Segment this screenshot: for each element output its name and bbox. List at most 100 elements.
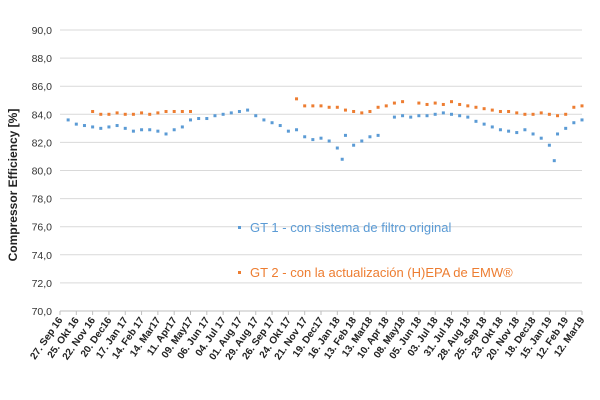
gt2-point	[482, 107, 486, 111]
gt1-point	[335, 146, 339, 150]
gt1-point	[417, 114, 421, 118]
gt2-point	[303, 104, 307, 108]
gt2-point	[319, 104, 323, 108]
gt1-point	[392, 115, 396, 119]
gt2-point	[384, 104, 388, 108]
y-tick-label: 80,0	[32, 166, 53, 178]
gt2-point	[450, 100, 453, 104]
gt2-point	[515, 111, 519, 115]
data-points	[66, 97, 584, 163]
gt1-point	[229, 111, 233, 115]
gt1-point	[515, 131, 519, 135]
gt1-point	[82, 124, 86, 128]
gt2-point	[474, 105, 478, 109]
y-tick-label: 90,0	[32, 25, 53, 37]
gt2-point	[417, 101, 421, 105]
y-tick-label: 78,0	[32, 194, 53, 206]
gt1-point	[523, 128, 527, 132]
gt2-point	[99, 112, 103, 116]
gt2-point	[441, 102, 445, 106]
y-axis-label: Compressor Efficiency [%]	[6, 109, 20, 262]
gt1-point	[474, 119, 478, 123]
gt1-point	[360, 139, 364, 143]
gt1-point	[441, 111, 445, 115]
legend-label-gt1: GT 1 - con sistema de filtro original	[250, 220, 451, 235]
gt1-point	[197, 117, 201, 121]
gt2-point	[311, 104, 315, 108]
gt2-point	[547, 112, 551, 116]
gt2-point	[91, 109, 95, 113]
gt1-point	[278, 124, 282, 128]
gt2-point	[327, 105, 331, 109]
gt2-point	[107, 112, 111, 116]
gt1-point	[131, 129, 135, 133]
gt1-point	[180, 125, 184, 129]
gt1-point	[482, 122, 486, 126]
gt1-point	[552, 159, 556, 163]
gt2-point	[172, 109, 176, 113]
gt1-point	[340, 157, 344, 161]
gt2-point	[433, 101, 437, 105]
gt2-point	[376, 105, 380, 109]
y-tick-label: 72,0	[32, 278, 53, 290]
gt1-point	[450, 112, 453, 116]
gt1-point	[352, 143, 356, 147]
legend: GT 1 - con sistema de filtro original GT…	[238, 220, 513, 280]
gt1-point	[189, 118, 192, 122]
gt1-point	[303, 135, 307, 139]
gt2-point	[523, 112, 527, 116]
gt1-point	[507, 129, 511, 133]
gt1-point	[74, 122, 78, 126]
gt1-point	[327, 139, 331, 143]
gt2-point	[572, 105, 576, 109]
gt2-point	[148, 112, 152, 116]
gt1-point	[262, 118, 266, 122]
gt1-point	[539, 136, 543, 140]
gt2-point	[425, 102, 429, 106]
gt2-point	[490, 108, 494, 112]
gt2-point	[360, 111, 364, 115]
y-tick-label: 76,0	[32, 222, 53, 234]
gt1-point	[156, 129, 160, 133]
gt2-point	[539, 111, 543, 115]
gt2-point	[401, 100, 405, 104]
y-tick-label: 86,0	[32, 81, 53, 93]
gt2-point	[115, 111, 119, 115]
gt2-point	[180, 109, 184, 113]
grid	[60, 29, 582, 312]
gt1-point	[498, 128, 502, 132]
gt1-point	[401, 114, 405, 118]
gt1-point	[286, 129, 290, 133]
y-axis-ticks: 70,0 72,0 74,0 76,0 78,0 80,0 82,0 84,0 86,0 88,0…	[32, 25, 53, 318]
y-tick-label: 88,0	[32, 53, 53, 65]
y-tick-label: 74,0	[32, 250, 53, 262]
gt1-point	[270, 121, 274, 125]
gt2-point	[556, 114, 560, 118]
gt1-point	[458, 114, 462, 118]
gt2-point	[123, 112, 127, 116]
gt2-point	[368, 109, 372, 113]
gt1-point	[221, 112, 225, 116]
gt1-point	[531, 132, 535, 136]
gt2-point	[352, 109, 356, 113]
gt1-point	[148, 128, 152, 132]
gt1-point	[433, 112, 437, 116]
gt2-point	[189, 109, 192, 113]
gt2-point	[531, 112, 535, 116]
gt1-point	[237, 109, 241, 113]
y-tick-label: 84,0	[32, 109, 53, 121]
gt1-point	[425, 114, 429, 118]
gt2-point	[156, 111, 160, 115]
gt1-point	[107, 125, 111, 129]
gt2-point	[564, 112, 568, 116]
gt1-point	[205, 117, 209, 121]
gt1-point	[547, 143, 551, 147]
y-tick-label: 70,0	[32, 306, 53, 318]
gt1-point	[164, 132, 168, 136]
legend-marker-gt1	[238, 226, 241, 229]
gt1-point	[115, 124, 119, 128]
gt1-point	[140, 128, 144, 132]
y-tick-label: 82,0	[32, 137, 53, 149]
gt1-point	[466, 115, 470, 119]
gt2-point	[507, 109, 511, 113]
